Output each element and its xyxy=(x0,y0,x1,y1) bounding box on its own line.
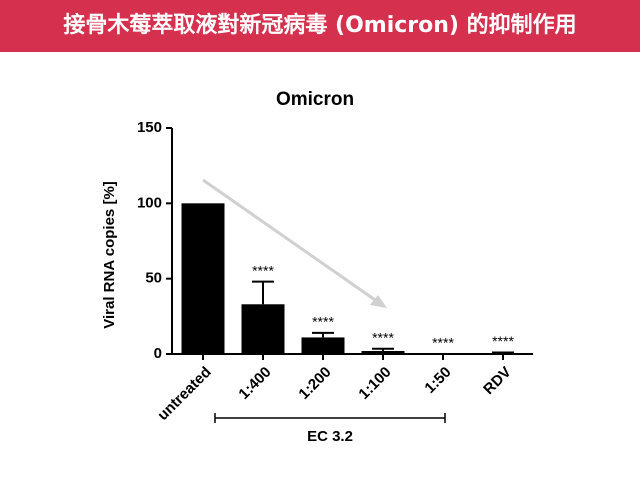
significance-label: **** xyxy=(312,314,334,330)
group-bracket xyxy=(214,413,446,423)
significance-label: **** xyxy=(372,329,394,345)
header-title: 接骨木莓萃取液對新冠病毒 (Omicron) 的抑制作用 xyxy=(0,0,640,52)
trend-arrowhead xyxy=(370,295,387,308)
x-tick-label: untreated xyxy=(154,364,214,424)
x-tick-label: 1:50 xyxy=(421,364,454,397)
chart: Omicron Viral RNA copies [%] EC 3.2 0 50 1… xyxy=(101,89,533,445)
y-tick-label: 100 xyxy=(137,194,162,211)
y-tick-label: 150 xyxy=(137,119,162,136)
x-tick-label: 1:200 xyxy=(295,364,334,403)
error-bar xyxy=(372,347,394,351)
significance-label: **** xyxy=(492,333,514,349)
bar xyxy=(241,304,285,354)
bar xyxy=(301,337,345,354)
error-bar xyxy=(492,351,514,354)
significance-label: **** xyxy=(432,335,454,351)
error-bar xyxy=(312,331,334,338)
y-tick-label: 50 xyxy=(145,270,162,287)
y-axis-label: Viral RNA copies [%] xyxy=(101,181,118,329)
error-bar xyxy=(252,280,274,305)
bar xyxy=(361,350,405,354)
significance-label: **** xyxy=(252,262,274,278)
trend-arrow xyxy=(202,178,379,304)
x-tick-label: 1:100 xyxy=(355,364,394,403)
x-tick-label: 1:400 xyxy=(235,364,274,403)
x-tick-label: RDV xyxy=(480,364,514,398)
bar xyxy=(181,203,225,354)
group-label: EC 3.2 xyxy=(307,428,353,445)
y-tick-label: 0 xyxy=(154,345,162,362)
chart-title: Omicron xyxy=(276,89,354,110)
